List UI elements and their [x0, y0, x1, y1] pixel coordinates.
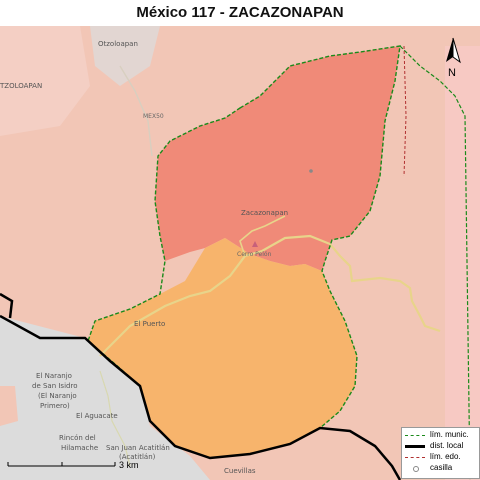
state-line-icon [405, 457, 425, 458]
legend-item-casilla: casilla [402, 463, 479, 473]
legend-label: lím. munic. [430, 430, 469, 439]
district-boundary [0, 314, 402, 480]
legend-label: lím. edo. [430, 452, 461, 461]
road-south [99, 370, 131, 467]
label-primero: Primero) [40, 402, 70, 410]
legend: lím. munic. dist. local lím. edo. casill… [401, 427, 480, 479]
map-title: México 117 - ZACAZONAPAN [136, 4, 344, 21]
label-cuevillas: Cuevillas [224, 467, 256, 475]
label-mex50: MEX50 [143, 113, 164, 120]
municipal-line-icon [405, 435, 425, 436]
legend-item-district: dist. local [402, 441, 479, 451]
section-north [155, 46, 400, 271]
label-otzoloapan: Otzoloapan [98, 40, 138, 48]
label-cerro-pelon: Cerro Pelón [237, 251, 272, 258]
legend-label: casilla [430, 463, 453, 472]
road-mex50 [119, 65, 153, 157]
municipal-boundary-east [399, 45, 471, 480]
label-el-naranjo-paren: (El Naranjo [38, 392, 77, 400]
label-el-naranjo: El Naranjo [36, 372, 72, 380]
map-canvas: Otzoloapan TZOLOAPAN MEX50 Zacazonapan C… [0, 26, 480, 480]
north-label: N [448, 67, 456, 79]
label-zacazonapan: Zacazonapan [241, 209, 288, 217]
north-arrow: N [440, 36, 466, 80]
casilla-icon [413, 466, 419, 472]
district-boundary-west [0, 292, 14, 319]
district-line-icon [405, 445, 425, 448]
southwest-gray-area [0, 316, 210, 480]
label-rincon: Rincón del [59, 434, 96, 442]
section-south [88, 238, 357, 458]
road-spur [239, 215, 286, 257]
label-el-puerto: El Puerto [134, 320, 165, 328]
legend-label: dist. local [430, 441, 464, 450]
scale-label: 3 km [119, 460, 139, 470]
state-boundary [403, 45, 407, 177]
label-hilamache: Hilamache [61, 444, 98, 452]
west-inlet [0, 386, 18, 426]
cerro-pelon-marker [252, 241, 258, 247]
label-el-aguacate: El Aguacate [76, 412, 118, 420]
east-strip [445, 46, 480, 480]
label-acatitlan: (Acatitlán) [119, 453, 156, 461]
label-san-juan: San Juan Acatitlán [106, 444, 170, 452]
legend-item-municipal: lím. munic. [402, 430, 479, 440]
road-main [99, 234, 441, 357]
label-tzoloapan: TZOLOAPAN [0, 82, 42, 90]
legend-item-state: lím. edo. [402, 452, 479, 462]
northwest-area [0, 26, 90, 136]
casilla-marker [309, 169, 313, 173]
scale-bar [7, 462, 116, 467]
label-de-san-isidro: de San Isidro [32, 382, 77, 390]
north-arrow-icon: N [446, 37, 461, 79]
otzoloapan-area [90, 26, 160, 86]
